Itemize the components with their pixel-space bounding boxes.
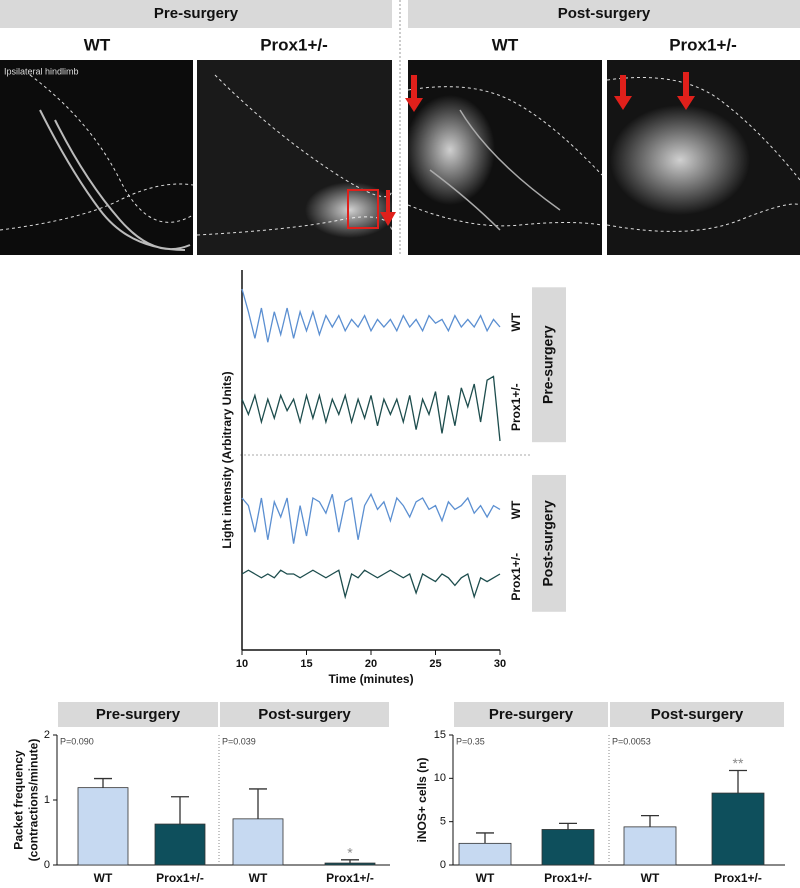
- panel-column: Prox1+/-: [669, 35, 737, 54]
- error-bar: [559, 822, 577, 830]
- x-tick-label: 15: [300, 658, 312, 670]
- bar: [623, 826, 677, 866]
- error-bar: [476, 832, 494, 844]
- image-caption: Ipsilateral hindlimb: [4, 66, 79, 76]
- trace: [241, 375, 501, 442]
- group-label: Pre-surgery: [540, 325, 556, 404]
- panel-column: Prox1+/-: [260, 35, 328, 54]
- group-box: [532, 287, 566, 443]
- trace: [241, 569, 501, 600]
- group-label: Post-surgery: [651, 706, 744, 723]
- panel-column: WT: [84, 35, 111, 54]
- trace: [241, 492, 501, 544]
- x-tick-label: WT: [94, 871, 113, 885]
- x-tick-label: 10: [236, 658, 248, 670]
- error-bar: [341, 859, 359, 864]
- p-value: P=0.039: [222, 736, 256, 746]
- p-value: P=0.090: [60, 736, 94, 746]
- x-tick-label: 30: [494, 658, 506, 670]
- p-value: P=0.0053: [612, 736, 651, 746]
- error-bar: [94, 777, 112, 788]
- y-axis-label: Packet frequency: [12, 750, 26, 850]
- significance: **: [733, 755, 744, 771]
- y-tick-label: 0: [440, 859, 446, 871]
- error-bar: [641, 814, 659, 827]
- x-tick-label: WT: [249, 871, 268, 885]
- bar: [77, 787, 129, 866]
- x-tick-label: 25: [429, 658, 441, 670]
- y-tick-label: 2: [44, 729, 50, 741]
- legend-label: WT: [509, 312, 523, 331]
- panel-group: Post-surgery: [558, 5, 651, 22]
- error-bar: [171, 796, 189, 825]
- error-bar: [729, 769, 747, 794]
- panel-column: WT: [492, 35, 519, 54]
- group-box: [532, 474, 566, 612]
- x-tick-label: Prox1+/-: [156, 871, 204, 885]
- x-tick-label: Prox1+/-: [326, 871, 374, 885]
- y-tick-label: 15: [434, 729, 446, 741]
- x-tick-label: Prox1+/-: [544, 871, 592, 885]
- significance: *: [347, 845, 353, 861]
- y-tick-label: 5: [440, 816, 446, 828]
- y-axis-label: (contractions/minute): [27, 739, 41, 862]
- y-tick-label: 10: [434, 772, 446, 784]
- y-tick-label: 0: [44, 859, 50, 871]
- y-axis-label: Light intensity (Arbitrary Units): [220, 371, 234, 548]
- legend-label: Prox1+/-: [509, 383, 523, 431]
- group-label: Post-surgery: [540, 500, 556, 587]
- x-tick-label: WT: [641, 871, 660, 885]
- group-header: [610, 702, 784, 727]
- group-header: [58, 702, 218, 727]
- y-tick-label: 1: [44, 794, 50, 806]
- x-axis-label: Time (minutes): [328, 672, 413, 686]
- x-tick-label: 20: [365, 658, 377, 670]
- panel-group: Pre-surgery: [154, 5, 239, 22]
- bar: [541, 829, 595, 866]
- legend-label: WT: [509, 500, 523, 519]
- group-label: Post-surgery: [258, 706, 351, 723]
- bar: [711, 792, 765, 866]
- x-tick-label: WT: [476, 871, 495, 885]
- bar: [154, 823, 206, 866]
- error-bar: [249, 788, 267, 819]
- group-header: [220, 702, 389, 727]
- group-header: [454, 702, 608, 727]
- trace: [241, 288, 501, 343]
- p-value: P=0.35: [456, 736, 485, 746]
- bar: [232, 818, 284, 866]
- legend-label: Prox1+/-: [509, 553, 523, 601]
- y-axis-label: iNOS+ cells (n): [415, 757, 429, 842]
- group-label: Pre-surgery: [489, 706, 574, 723]
- x-tick-label: Prox1+/-: [714, 871, 762, 885]
- micrographs: [0, 0, 800, 456]
- bar: [324, 862, 376, 866]
- group-label: Pre-surgery: [96, 706, 181, 723]
- bar: [458, 842, 512, 866]
